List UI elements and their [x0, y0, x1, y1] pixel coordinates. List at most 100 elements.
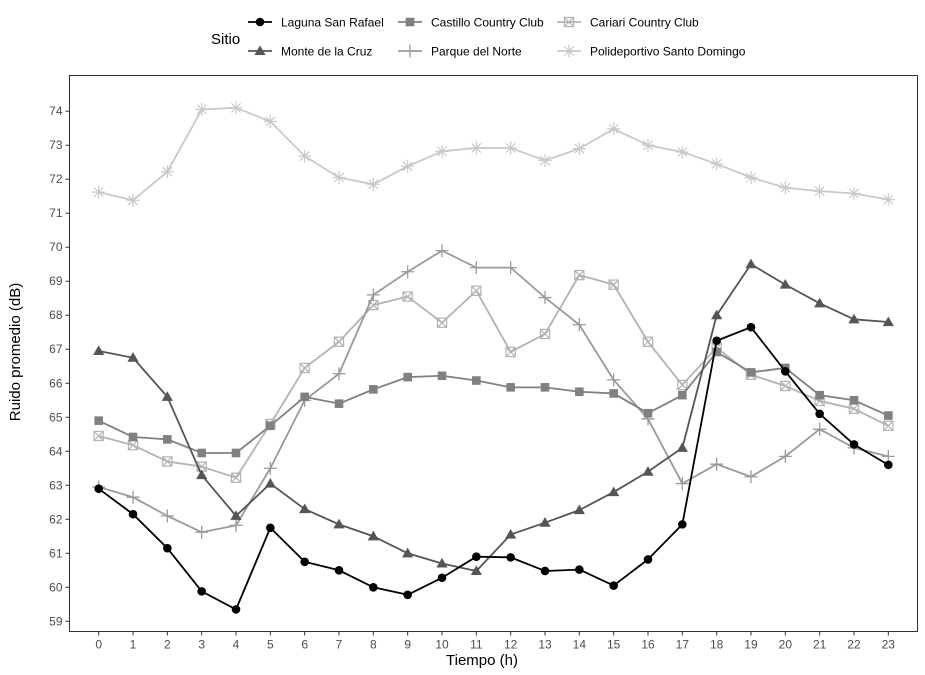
x-tick-label: 20 — [779, 638, 793, 652]
data-point — [163, 543, 172, 553]
x-tick-label: 17 — [676, 638, 690, 652]
data-point — [94, 416, 103, 425]
data-point — [814, 297, 826, 308]
data-point — [643, 555, 653, 564]
legend-key-marker — [254, 45, 266, 56]
data-point — [505, 528, 517, 539]
legend-label: Parque del Norte — [431, 45, 522, 59]
x-tick-label: 23 — [882, 638, 896, 652]
legend-label: Cariari Country Club — [590, 16, 699, 30]
data-point — [127, 352, 139, 362]
x-tick-label: 18 — [710, 638, 724, 652]
y-tick-label: 65 — [49, 410, 63, 424]
data-point — [539, 328, 551, 340]
legend-item: Parque del Norte — [398, 44, 522, 59]
data-point — [470, 565, 482, 576]
data-point — [574, 269, 585, 281]
data-point — [93, 430, 104, 442]
data-point — [437, 573, 447, 583]
data-point — [607, 373, 621, 387]
data-point — [126, 193, 140, 207]
x-tick-label: 22 — [847, 638, 861, 652]
x-tick-label: 15 — [607, 638, 621, 652]
data-point — [266, 421, 275, 431]
y-tick-label: 64 — [49, 444, 63, 458]
series-line — [98, 274, 889, 479]
data-point — [128, 432, 138, 442]
data-point — [813, 422, 827, 436]
data-point — [711, 309, 723, 320]
data-point — [884, 460, 893, 470]
x-tick-label: 21 — [813, 638, 827, 652]
data-point — [883, 420, 894, 431]
data-point — [712, 347, 721, 357]
data-point — [300, 557, 309, 567]
legend-key-marker — [405, 17, 415, 27]
data-point — [472, 376, 481, 385]
y-tick-label: 61 — [49, 546, 63, 560]
data-point — [472, 552, 481, 561]
y-tick-label: 60 — [49, 580, 63, 594]
data-point — [195, 525, 209, 539]
x-tick-label: 5 — [267, 638, 274, 652]
data-point — [609, 389, 618, 398]
x-tick-label: 9 — [404, 638, 411, 652]
legend-key-marker — [255, 17, 265, 27]
data-point — [401, 159, 415, 173]
data-point — [437, 371, 447, 381]
legend-label: Polideportivo Santo Domingo — [590, 45, 746, 59]
x-tick-label: 11 — [470, 638, 483, 652]
data-point — [538, 291, 552, 305]
series-line — [98, 351, 889, 454]
data-point — [710, 157, 724, 171]
series-polideportivo-santo-domingo — [92, 101, 895, 207]
x-tick-label: 19 — [744, 638, 758, 652]
x-tick-label: 10 — [435, 638, 449, 652]
data-point — [160, 165, 174, 179]
data-point — [778, 449, 792, 463]
data-point — [848, 313, 860, 324]
data-point — [675, 145, 689, 159]
data-point — [298, 149, 312, 163]
data-point — [402, 547, 414, 558]
x-tick-label: 2 — [164, 638, 171, 652]
data-point — [231, 605, 241, 614]
data-point — [436, 317, 448, 328]
data-point — [161, 391, 173, 401]
x-tick-label: 7 — [336, 638, 343, 652]
data-point — [884, 411, 893, 420]
y-tick-label: 74 — [49, 104, 63, 118]
data-point — [369, 385, 378, 394]
data-point — [778, 181, 792, 195]
data-point — [401, 265, 415, 279]
x-tick-label: 13 — [538, 638, 552, 652]
legend: Sitio Laguna San Rafael Monte de la Cruz C… — [211, 16, 746, 59]
data-point — [882, 316, 894, 327]
data-point — [332, 367, 346, 381]
data-point — [538, 154, 552, 168]
legend-item: Polideportivo Santo Domingo — [557, 44, 746, 59]
data-point — [506, 553, 515, 562]
legend-key-marker — [563, 16, 575, 28]
data-point — [575, 387, 584, 397]
legend-item: Cariari Country Club — [557, 16, 699, 30]
series-castillo-country-club — [94, 347, 893, 458]
legend-key-marker — [562, 44, 576, 58]
x-tick-label: 16 — [641, 638, 655, 652]
x-tick-label: 6 — [301, 638, 308, 652]
data-point — [746, 322, 756, 332]
data-point — [676, 442, 688, 452]
data-point — [93, 345, 105, 355]
data-point — [366, 288, 380, 302]
data-point — [608, 486, 620, 497]
x-axis: 0 1 2 3 4 5 6 7 8 9 10 11 12 13 14 15 16 17 18 19 20 21 22 23 — [95, 631, 896, 652]
y-axis-title: Ruido promedio (dB) — [7, 283, 24, 421]
data-point — [847, 187, 861, 201]
data-point — [366, 177, 380, 191]
series-laguna-san-rafael — [94, 322, 893, 614]
data-point — [815, 409, 824, 419]
data-point — [641, 138, 655, 152]
data-point — [332, 171, 346, 185]
data-point — [505, 346, 516, 358]
y-tick-label: 70 — [49, 240, 63, 254]
